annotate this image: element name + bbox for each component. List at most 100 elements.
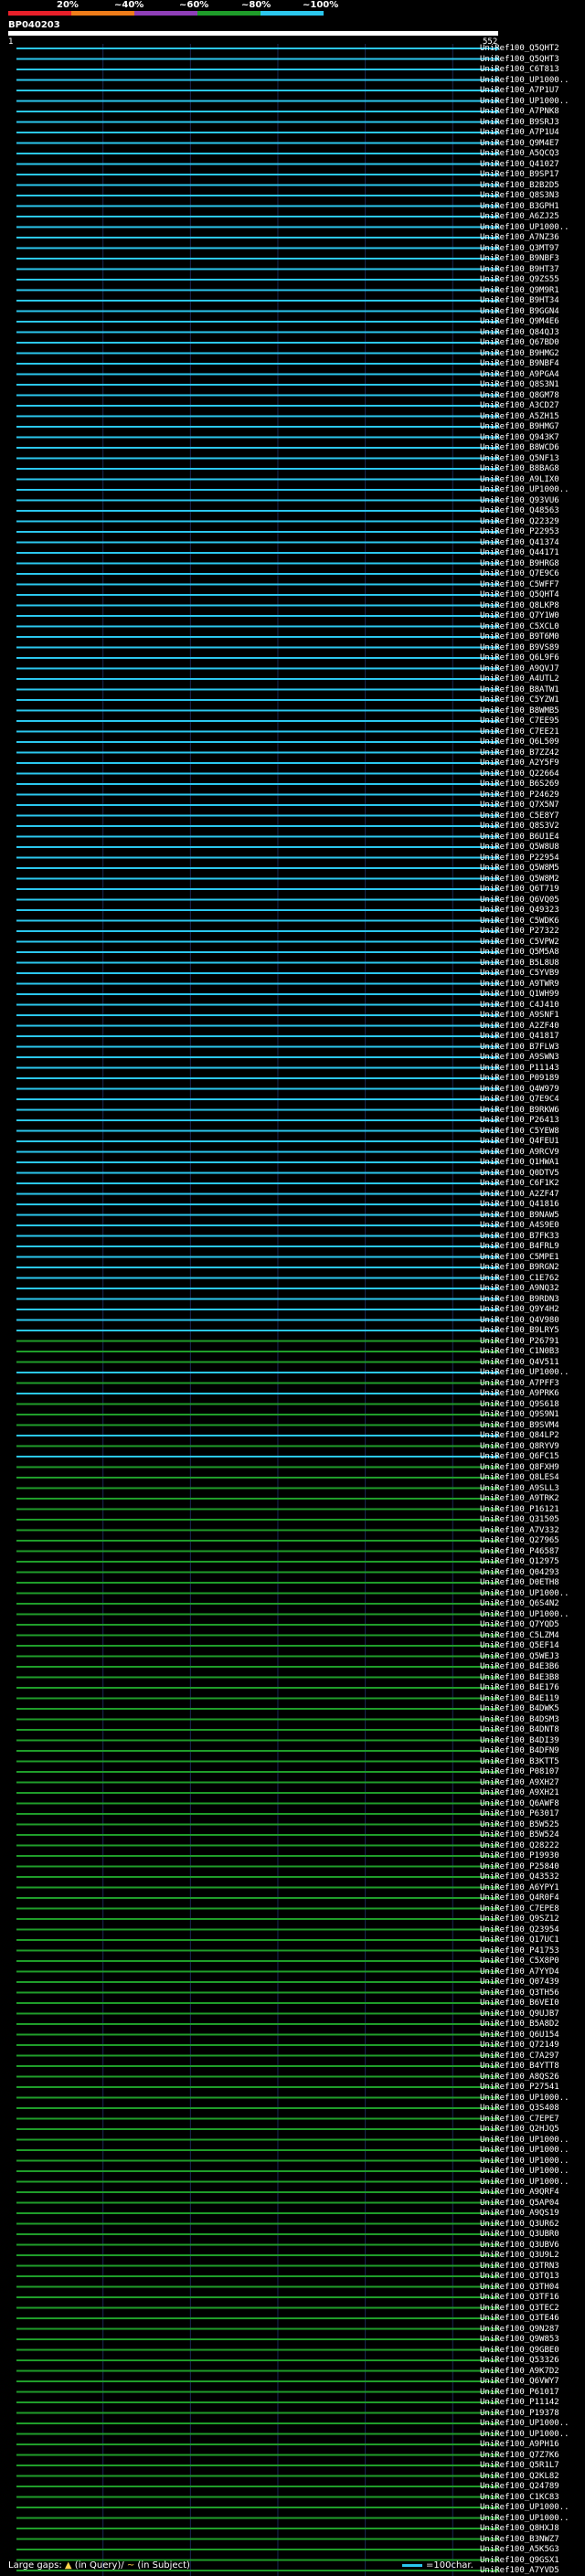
hit-label[interactable]: UniRef100_A7PNK8	[480, 107, 559, 116]
hit-label[interactable]: UniRef100_B9HT37	[480, 264, 559, 274]
hit-label[interactable]: UniRef100_Q1WH99	[480, 990, 559, 999]
hit-label[interactable]: UniRef100_C5YZW1	[480, 695, 559, 705]
hit-label[interactable]: UniRef100_Q9SZ12	[480, 1914, 559, 1924]
hit-label[interactable]: UniRef100_A9TRK2	[480, 1494, 559, 1503]
hit-label[interactable]: UniRef100_A5QCQ3	[480, 149, 559, 158]
hit-label[interactable]: UniRef100_C5LZM4	[480, 1630, 559, 1640]
hit-label[interactable]: UniRef100_Q9GSX1	[480, 2555, 559, 2565]
hit-label[interactable]: UniRef100_UP1000..	[480, 2177, 569, 2187]
hit-label[interactable]: UniRef100_B8ATW1	[480, 684, 559, 694]
hit-label[interactable]: UniRef100_UP1000..	[480, 75, 569, 85]
hit-label[interactable]: UniRef100_A9PH16	[480, 2440, 559, 2449]
hit-label[interactable]: UniRef100_Q9M4E7	[480, 138, 559, 148]
hit-label[interactable]: UniRef100_Q6U154	[480, 2030, 559, 2040]
hit-label[interactable]: UniRef100_B3GPH1	[480, 201, 559, 211]
hit-label[interactable]: UniRef100_A9XH21	[480, 1788, 559, 1797]
hit-label[interactable]: UniRef100_Q31505	[480, 1515, 559, 1524]
hit-label[interactable]: UniRef100_Q5QHT4	[480, 590, 559, 599]
hit-label[interactable]: UniRef100_Q3TE46	[480, 2314, 559, 2323]
hit-label[interactable]: UniRef100_Q41816	[480, 1200, 559, 1209]
hit-label[interactable]: UniRef100_Q3TRN3	[480, 2261, 559, 2271]
hit-label[interactable]: UniRef100_C6F1K2	[480, 1179, 559, 1188]
hit-label[interactable]: UniRef100_Q5QHT2	[480, 44, 559, 53]
hit-label[interactable]: UniRef100_B5W524	[480, 1830, 559, 1839]
hit-label[interactable]: UniRef100_A2ZF40	[480, 1021, 559, 1031]
hit-label[interactable]: UniRef100_P19378	[480, 2408, 559, 2418]
hit-label[interactable]: UniRef100_UP1000..	[480, 2429, 569, 2439]
hit-label[interactable]: UniRef100_Q8LKP8	[480, 600, 559, 610]
hit-label[interactable]: UniRef100_C1KC83	[480, 2492, 559, 2502]
hit-label[interactable]: UniRef100_Q943K7	[480, 432, 559, 442]
hit-label[interactable]: UniRef100_Q5EF14	[480, 1641, 559, 1650]
hit-label[interactable]: UniRef100_Q2KL82	[480, 2471, 559, 2481]
hit-label[interactable]: UniRef100_A9SWN3	[480, 1053, 559, 1062]
hit-label[interactable]: UniRef100_Q72149	[480, 2041, 559, 2050]
hit-label[interactable]: UniRef100_P46587	[480, 1546, 559, 1556]
hit-label[interactable]: UniRef100_A7YYD4	[480, 1966, 559, 1977]
hit-label[interactable]: UniRef100_Q43532	[480, 1872, 559, 1882]
hit-label[interactable]: UniRef100_Q84QJ3	[480, 327, 559, 337]
hit-label[interactable]: UniRef100_B7ZZ42	[480, 747, 559, 758]
hit-label[interactable]: UniRef100_Q22664	[480, 769, 559, 779]
hit-label[interactable]: UniRef100_C7EE95	[480, 716, 559, 726]
hit-label[interactable]: UniRef100_B9RGN2	[480, 1263, 559, 1272]
hit-label[interactable]: UniRef100_Q6T719	[480, 885, 559, 894]
hit-label[interactable]: UniRef100_D0ETH8	[480, 1578, 559, 1587]
hit-label[interactable]: UniRef100_A9SNF1	[480, 1011, 559, 1020]
hit-label[interactable]: UniRef100_A7V332	[480, 1525, 559, 1535]
hit-label[interactable]: UniRef100_B3KTT5	[480, 1756, 559, 1766]
hit-label[interactable]: UniRef100_P19930	[480, 1851, 559, 1860]
hit-label[interactable]: UniRef100_A7YVD5	[480, 2566, 559, 2575]
hit-label[interactable]: UniRef100_B9LRY5	[480, 1326, 559, 1335]
hit-label[interactable]: UniRef100_Q6L509	[480, 737, 559, 747]
hit-label[interactable]: UniRef100_Q44171	[480, 548, 559, 557]
hit-label[interactable]: UniRef100_C5YVB9	[480, 969, 559, 978]
hit-label[interactable]: UniRef100_Q5WEJ3	[480, 1651, 559, 1661]
hit-label[interactable]: UniRef100_UP1000..	[480, 2503, 569, 2512]
hit-label[interactable]: UniRef100_Q4W979	[480, 1084, 559, 1094]
hit-label[interactable]: UniRef100_B4YTT8	[480, 2062, 559, 2071]
hit-label[interactable]: UniRef100_A7PFF3	[480, 1378, 559, 1388]
hit-label[interactable]: UniRef100_C5VPW2	[480, 937, 559, 947]
hit-label[interactable]: UniRef100_UP1000..	[480, 96, 569, 106]
hit-label[interactable]: UniRef100_B9RDN3	[480, 1294, 559, 1304]
hit-label[interactable]: UniRef100_Q7E9C6	[480, 569, 559, 578]
hit-label[interactable]: UniRef100_B9HT34	[480, 296, 559, 305]
hit-label[interactable]: UniRef100_Q3UBR0	[480, 2230, 559, 2239]
hit-label[interactable]: UniRef100_B9NBF3	[480, 254, 559, 263]
hit-label[interactable]: UniRef100_B5A8D2	[480, 2019, 559, 2029]
hit-label[interactable]: UniRef100_C5E8Y7	[480, 811, 559, 821]
hit-label[interactable]: UniRef100_B4E119	[480, 1693, 559, 1703]
hit-label[interactable]: UniRef100_Q4FEU1	[480, 1137, 559, 1146]
hit-label[interactable]: UniRef100_A4UTL2	[480, 674, 559, 684]
hit-label[interactable]: UniRef100_UP1000..	[480, 2167, 569, 2176]
hit-label[interactable]: UniRef100_Q8HXJ8	[480, 2524, 559, 2533]
hit-label[interactable]: UniRef100_C4J410	[480, 1000, 559, 1010]
hit-label[interactable]: UniRef100_UP1000..	[480, 2135, 569, 2145]
hit-label[interactable]: UniRef100_A9TWR9	[480, 979, 559, 989]
hit-label[interactable]: UniRef100_Q17UC1	[480, 1935, 559, 1945]
hit-label[interactable]: UniRef100_B6VEI0	[480, 1998, 559, 2008]
hit-label[interactable]: UniRef100_Q53326	[480, 2356, 559, 2365]
hit-label[interactable]: UniRef100_Q9GBE0	[480, 2345, 559, 2355]
hit-label[interactable]: UniRef100_A2Y5F9	[480, 758, 559, 768]
hit-label[interactable]: UniRef100_B4FRL9	[480, 1242, 559, 1251]
hit-label[interactable]: UniRef100_C5WDK6	[480, 916, 559, 926]
hit-label[interactable]: UniRef100_A5ZH15	[480, 411, 559, 421]
hit-label[interactable]: UniRef100_P24629	[480, 790, 559, 800]
hit-label[interactable]: UniRef100_Q27965	[480, 1536, 559, 1545]
hit-label[interactable]: UniRef100_Q5W8M2	[480, 874, 559, 884]
hit-label[interactable]: UniRef100_Q7Y1W0	[480, 611, 559, 620]
hit-label[interactable]: UniRef100_UP1000..	[480, 2156, 569, 2166]
hit-label[interactable]: UniRef100_B5W525	[480, 1819, 559, 1829]
hit-label[interactable]: UniRef100_Q41027	[480, 159, 559, 169]
hit-label[interactable]: UniRef100_Q5W8U8	[480, 843, 559, 852]
hit-label[interactable]: UniRef100_Q8S3N1	[480, 380, 559, 389]
hit-label[interactable]: UniRef100_C5X8P0	[480, 1956, 559, 1966]
hit-label[interactable]: UniRef100_Q48563	[480, 506, 559, 515]
hit-label[interactable]: UniRef100_Q3U9L2	[480, 2251, 559, 2260]
hit-label[interactable]: UniRef100_P63017	[480, 1809, 559, 1818]
hit-label[interactable]: UniRef100_Q7E9C4	[480, 1095, 559, 1104]
hit-label[interactable]: UniRef100_Q8FXH9	[480, 1462, 559, 1472]
hit-label[interactable]: UniRef100_UP1000..	[480, 222, 569, 232]
